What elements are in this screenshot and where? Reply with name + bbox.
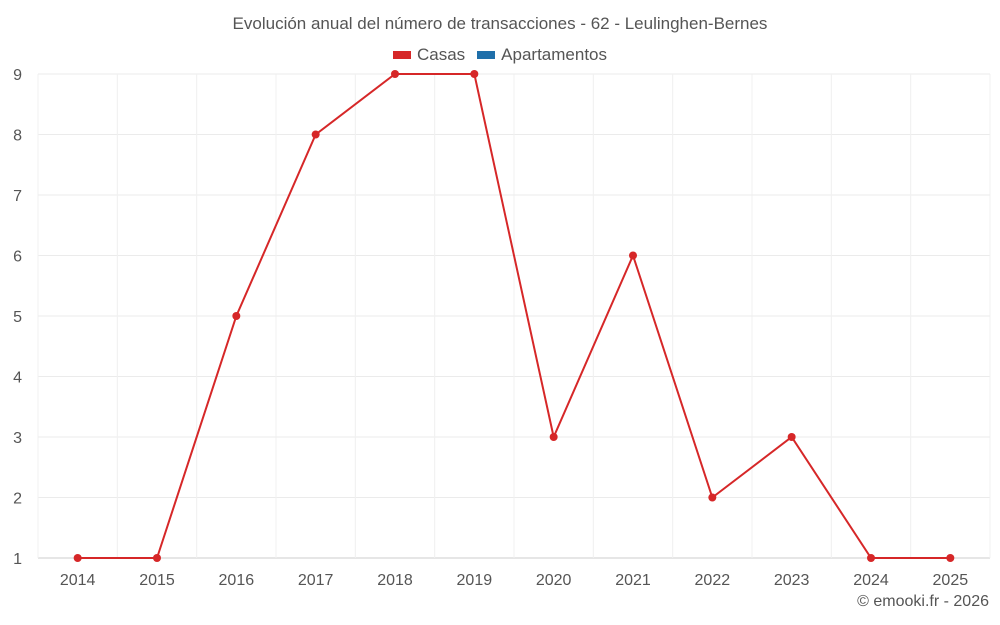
x-tick-label: 2022 [695,572,731,589]
y-tick-label: 7 [13,188,22,205]
series-line-0 [77,73,951,559]
data-point [391,70,399,78]
y-tick-label: 2 [13,491,22,508]
x-tick-label: 2014 [60,572,96,589]
data-point [73,554,82,562]
legend-swatch-apartamentos [477,51,496,59]
legend-swatch-casas [392,51,411,59]
data-point [311,130,320,139]
y-tick-label: 5 [13,309,22,326]
y-tick-label: 3 [13,430,22,447]
legend-label-apartamentos: Apartamentos [501,45,608,64]
x-tick-label: 2018 [377,572,413,589]
y-tick-label: 4 [13,370,22,387]
data-point [708,493,717,502]
data-point [946,554,955,562]
data-point [867,554,875,562]
credit-text: © emooki.fr - 2026 [857,593,989,610]
x-tick-label: 2015 [139,572,175,589]
y-tick-label: 6 [13,249,22,266]
x-tick-label: 2023 [774,572,810,589]
y-tick-label: 9 [13,67,22,84]
x-tick-label: 2019 [457,572,493,589]
x-tick-label: 2017 [298,572,334,589]
data-point [629,251,637,260]
legend-label-casas: Casas [416,45,466,64]
x-tick-label: 2025 [933,572,969,589]
legend-item-casas[interactable]: Casas [392,45,466,65]
data-point [787,433,796,441]
y-tick-label: 1 [13,551,22,568]
legend-item-apartamentos[interactable]: Apartamentos [477,45,607,65]
x-tick-label: 2020 [536,572,572,589]
data-point [232,312,241,320]
x-tick-label: 2021 [615,572,651,589]
x-tick-label: 2016 [219,572,255,589]
chart-title: Evolución anual del número de transaccio… [232,14,768,33]
y-tick-label: 8 [13,128,22,145]
data-point [549,433,558,441]
data-point [153,554,161,562]
data-point [470,70,479,78]
x-tick-label: 2024 [853,572,889,589]
chart-legend: Casas Apartamentos [0,45,1000,65]
